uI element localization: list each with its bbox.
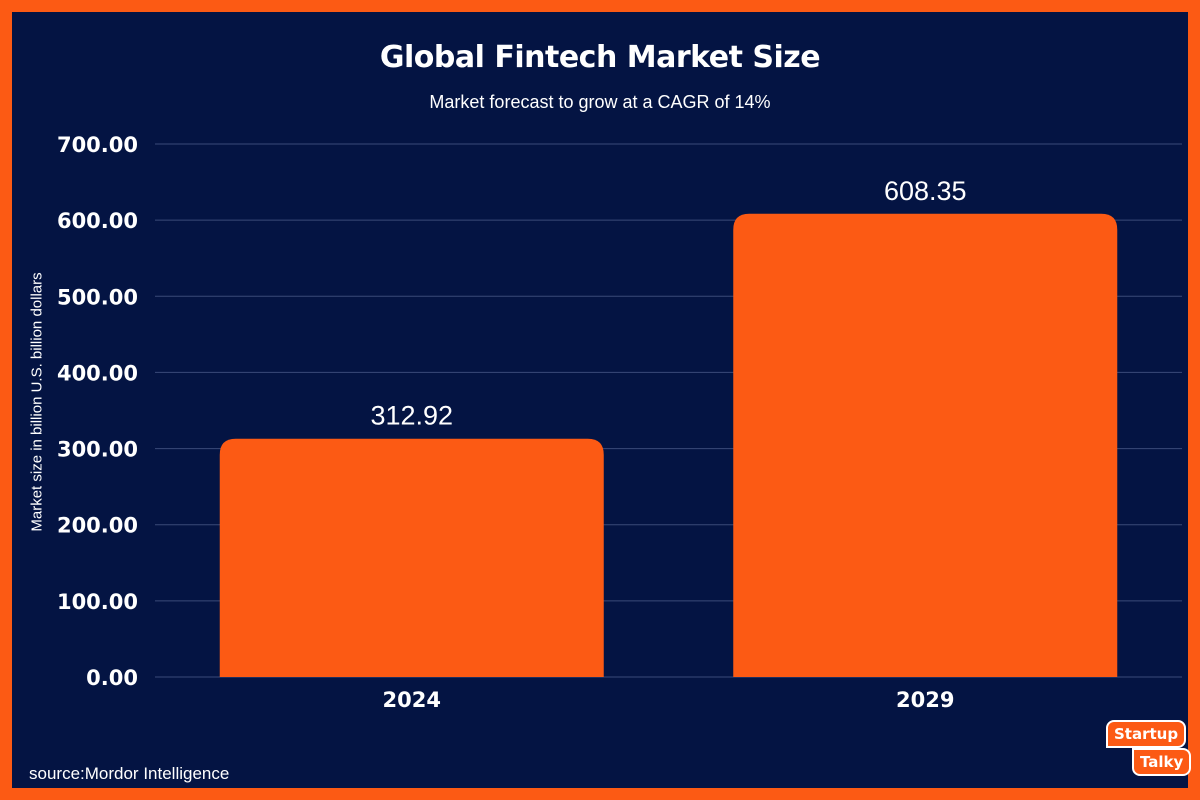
bar-2024 (219, 438, 604, 677)
data-label: 312.92 (370, 401, 453, 431)
brand-logo-line2: Talky (1132, 748, 1192, 776)
y-axis-label: Market size in billion U.S. billion doll… (28, 272, 46, 532)
y-tick-label: 300.00 (57, 438, 138, 462)
y-tick-label: 600.00 (57, 209, 138, 233)
brand-logo-line1: Startup (1106, 720, 1187, 748)
x-tick-label: 2029 (896, 688, 954, 712)
bar-2029 (733, 213, 1118, 678)
data-label: 608.35 (884, 176, 967, 206)
y-tick-label: 200.00 (57, 514, 138, 538)
bar-chart: 0.00 100.00 200.00 300.00 400.00 500.00 600.00… (57, 133, 1182, 712)
chart-subtitle: Market forecast to grow at a CAGR of 14% (429, 92, 771, 112)
y-tick-label: 400.00 (57, 361, 138, 385)
y-tick-label: 500.00 (57, 285, 138, 309)
x-tick-label: 2024 (383, 688, 441, 712)
chart-frame: Global Fintech Market Size Market foreca… (12, 12, 1192, 788)
source-note: source:Mordor Intelligence (29, 764, 230, 783)
y-tick-label: 0.00 (86, 666, 138, 690)
chart-title: Global Fintech Market Size (379, 40, 821, 75)
brand-logo: Startup Talky (1106, 720, 1192, 782)
y-tick-label: 100.00 (57, 590, 138, 614)
y-tick-label: 700.00 (57, 133, 138, 157)
